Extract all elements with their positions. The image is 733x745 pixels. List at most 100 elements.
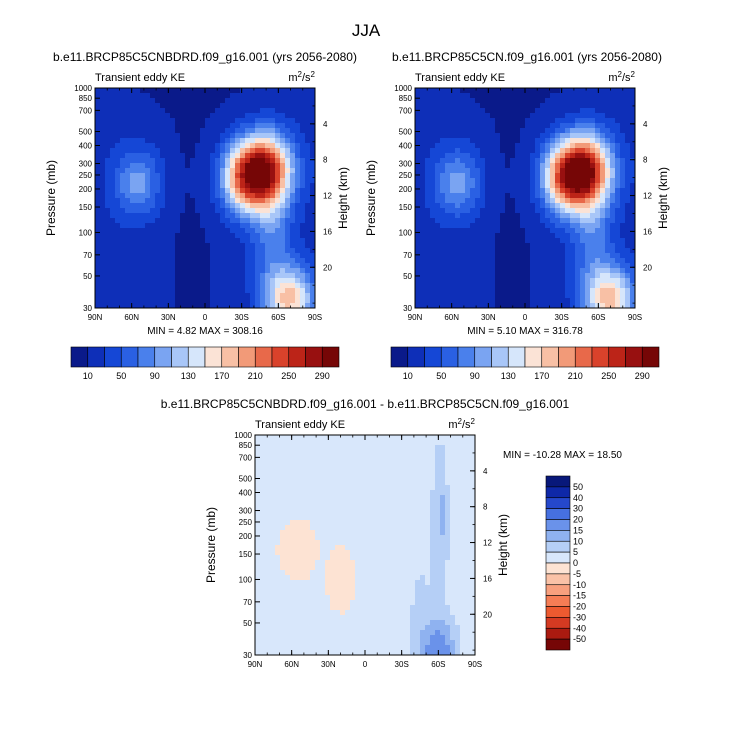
heatmap-cell: [185, 248, 191, 254]
heatmap-cell: [335, 620, 341, 626]
heatmap-cell: [270, 560, 276, 566]
heatmap-cell: [330, 600, 336, 606]
heatmap-cell: [520, 298, 526, 304]
heatmap-cell: [225, 303, 231, 309]
heatmap-cell: [305, 118, 311, 124]
heatmap-cell: [185, 178, 191, 184]
heatmap-cell: [270, 133, 276, 139]
heatmap-cell: [310, 133, 316, 139]
heatmap-cell: [290, 605, 296, 611]
heatmap-cell: [310, 555, 316, 561]
heatmap-cell: [220, 178, 226, 184]
heatmap-cell: [215, 113, 221, 119]
heatmap-cell: [420, 163, 426, 169]
heatmap-cell: [450, 183, 456, 189]
heatmap-cell: [630, 233, 636, 239]
heatmap-cell: [430, 178, 436, 184]
heatmap-cell: [270, 228, 276, 234]
heatmap-cell: [300, 475, 306, 481]
heatmap-cell: [575, 113, 581, 119]
heatmap-cell: [325, 635, 331, 641]
heatmap-cell: [530, 233, 536, 239]
heatmap-cell: [425, 283, 431, 289]
heatmap-cell: [305, 168, 311, 174]
heatmap-cell: [590, 203, 596, 209]
heatmap-cell: [110, 303, 116, 309]
heatmap-cell: [330, 495, 336, 501]
heatmap-cell: [285, 143, 291, 149]
heatmap-cell: [250, 298, 256, 304]
heatmap-cell: [320, 500, 326, 506]
heatmap-cell: [620, 98, 626, 104]
heatmap-cell: [255, 278, 261, 284]
heatmap-cell: [330, 570, 336, 576]
heatmap-cell: [255, 198, 261, 204]
heatmap-cell: [460, 138, 466, 144]
heatmap-cell: [450, 108, 456, 114]
heatmap-cell: [150, 108, 156, 114]
heatmap-cell: [450, 273, 456, 279]
heatmap-cell: [530, 253, 536, 259]
heatmap-cell: [230, 118, 236, 124]
heatmap-cell: [190, 193, 196, 199]
heatmap-cell: [310, 505, 316, 511]
heatmap-cell: [555, 248, 561, 254]
heatmap-cell: [170, 223, 176, 229]
heatmap-cell: [540, 118, 546, 124]
heatmap-cell: [265, 490, 271, 496]
heatmap-cell: [450, 268, 456, 274]
heatmap-cell: [215, 133, 221, 139]
heatmap-cell: [175, 288, 181, 294]
heatmap-cell: [595, 248, 601, 254]
heatmap-cell: [320, 590, 326, 596]
heatmap-cell: [195, 173, 201, 179]
heatmap-cell: [440, 303, 446, 309]
heatmap-cell: [260, 128, 266, 134]
heatmap-cell: [545, 108, 551, 114]
heatmap-cell: [200, 203, 206, 209]
heatmap-cell: [445, 293, 451, 299]
heatmap-cell: [240, 298, 246, 304]
heatmap-cell: [470, 293, 476, 299]
heatmap-cell: [575, 128, 581, 134]
heatmap-cell: [270, 233, 276, 239]
heatmap-cell: [560, 93, 566, 99]
heatmap-cell: [315, 580, 321, 586]
heatmap-cell: [520, 98, 526, 104]
heatmap-cell: [145, 268, 151, 274]
heatmap-cell: [545, 198, 551, 204]
heatmap-cell: [185, 163, 191, 169]
heatmap-cell: [290, 495, 296, 501]
heatmap-cell: [100, 88, 106, 94]
heatmap-cell: [105, 178, 111, 184]
heatmap-cell: [420, 168, 426, 174]
heatmap-cell: [235, 268, 241, 274]
heatmap-cell: [435, 153, 441, 159]
heatmap-cell: [310, 560, 316, 566]
heatmap-cell: [165, 263, 171, 269]
heatmap-cell: [630, 188, 636, 194]
heatmap-cell: [455, 158, 461, 164]
heatmap-cell: [465, 283, 471, 289]
heatmap-cell: [470, 158, 476, 164]
heatmap-cell: [165, 273, 171, 279]
heatmap-cell: [195, 228, 201, 234]
heatmap-cell: [315, 445, 321, 451]
heatmap-cell: [175, 213, 181, 219]
heatmap-cell: [605, 273, 611, 279]
heatmap-cell: [205, 148, 211, 154]
heatmap-cell: [440, 238, 446, 244]
heatmap-cell: [175, 103, 181, 109]
heatmap-cell: [500, 228, 506, 234]
heatmap-cell: [255, 108, 261, 114]
heatmap-cell: [465, 143, 471, 149]
heatmap-cell: [515, 193, 521, 199]
heatmap-cell: [575, 213, 581, 219]
heatmap-cell: [205, 208, 211, 214]
heatmap-cell: [475, 298, 481, 304]
heatmap-cell: [330, 435, 336, 441]
heatmap-cell: [275, 450, 281, 456]
heatmap-cell: [445, 138, 451, 144]
heatmap-cell: [270, 630, 276, 636]
heatmap-cell: [485, 173, 491, 179]
